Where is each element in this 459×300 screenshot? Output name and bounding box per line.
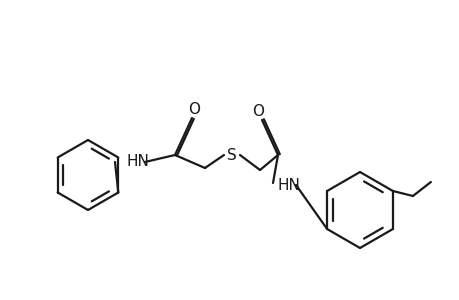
Text: O: O: [188, 103, 200, 118]
Text: S: S: [227, 148, 236, 163]
Text: HN: HN: [127, 154, 150, 169]
Text: O: O: [252, 104, 263, 119]
Text: HN: HN: [277, 178, 300, 193]
